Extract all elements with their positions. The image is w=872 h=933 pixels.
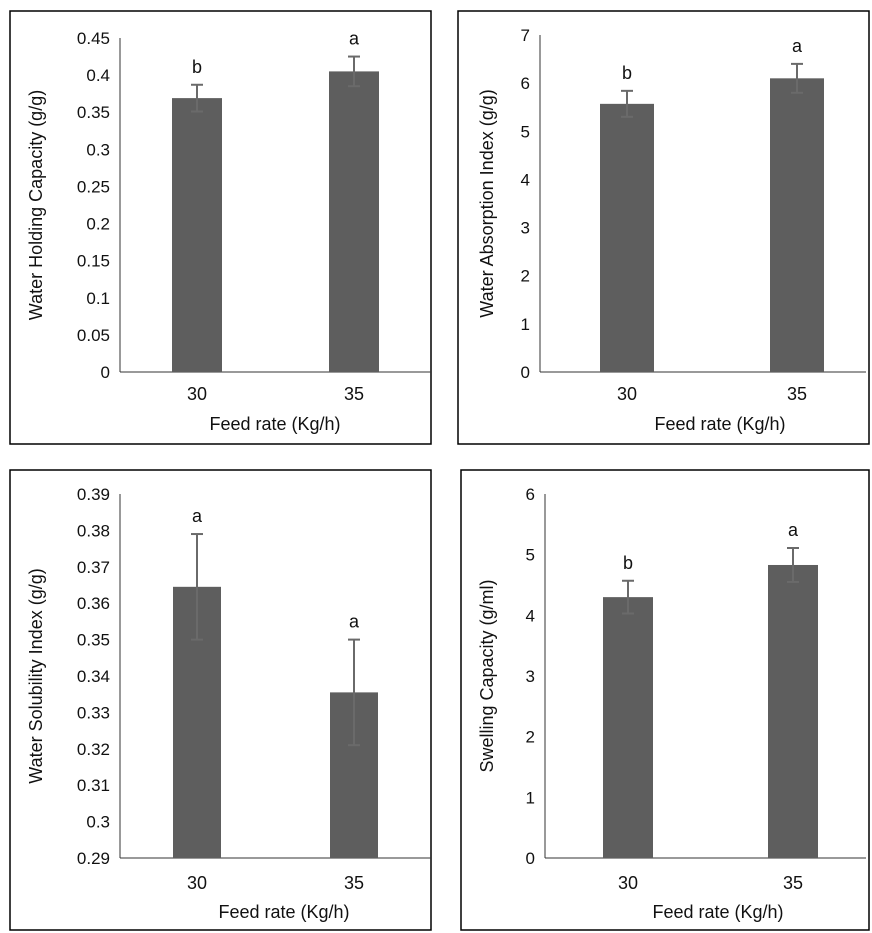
y-tick-label: 0: [521, 363, 530, 382]
panel-border: [457, 10, 870, 445]
y-tick-label: 6: [526, 485, 535, 504]
significance-letter: a: [192, 506, 203, 526]
y-tick-label: 0.15: [77, 252, 110, 271]
x-axis-label: Feed rate (Kg/h): [652, 902, 783, 922]
panel-border: [460, 469, 870, 931]
significance-letter: b: [622, 63, 632, 83]
y-tick-label: 4: [526, 606, 535, 625]
y-tick-label: 3: [521, 219, 530, 238]
x-axis-label: Feed rate (Kg/h): [654, 414, 785, 434]
y-tick-label: 1: [526, 788, 535, 807]
y-tick-label: 0.39: [77, 485, 110, 504]
y-tick-label: 0.05: [77, 326, 110, 345]
significance-letter: b: [623, 553, 633, 573]
y-tick-label: 0.35: [77, 103, 110, 122]
y-tick-label: 0: [101, 363, 110, 382]
y-tick-label: 4: [521, 170, 530, 189]
bar-30: [603, 597, 653, 858]
panel-water-solubility-index: 0.29 0.3 0.31 0.32 0.33 0.34 0.35 0.36 0.37 0.38 0…: [9, 469, 432, 931]
y-tick-label: 6: [521, 74, 530, 93]
y-tick-label: 5: [521, 122, 530, 141]
y-tick-label: 0.34: [77, 667, 110, 686]
panel-water-holding-capacity: 0 0.05 0.1 0.15 0.2 0.25 0.3 0.35 0.4 0.45 Water H…: [9, 10, 432, 445]
y-tick-label: 0.45: [77, 29, 110, 48]
y-tick-label: 7: [521, 26, 530, 45]
significance-letter: a: [788, 520, 799, 540]
y-axis-label: Water Absorption Index (g/g): [477, 89, 497, 317]
y-tick-label: 0.36: [77, 594, 110, 613]
y-tick-label: 2: [521, 267, 530, 286]
y-tick-label: 1: [521, 315, 530, 334]
x-tick-label: 35: [344, 384, 364, 404]
panel-border: [9, 469, 432, 931]
y-tick-label: 0.25: [77, 177, 110, 196]
significance-letter: a: [792, 36, 803, 56]
y-axis-label: Swelling Capacity (g/ml): [477, 579, 497, 772]
y-tick-label: 2: [526, 728, 535, 747]
bar-30: [172, 98, 222, 373]
y-tick-label: 0.4: [86, 66, 110, 85]
x-tick-label: 35: [783, 873, 803, 893]
panel-border: [9, 10, 432, 445]
y-tick-label: 0.29: [77, 849, 110, 868]
y-tick-label: 3: [526, 667, 535, 686]
bar-35: [770, 78, 824, 372]
x-tick-label: 30: [187, 384, 207, 404]
y-tick-label: 0.33: [77, 703, 110, 722]
x-tick-label: 30: [618, 873, 638, 893]
y-axis-label: Water Holding Capacity (g/g): [26, 90, 46, 320]
y-tick-label: 5: [526, 546, 535, 565]
x-tick-label: 30: [187, 873, 207, 893]
y-tick-label: 0.1: [86, 289, 110, 308]
x-axis-label: Feed rate (Kg/h): [218, 902, 349, 922]
y-tick-label: 0.31: [77, 776, 110, 795]
bar-30: [600, 103, 654, 372]
x-axis-label: Feed rate (Kg/h): [209, 414, 340, 434]
y-tick-label: 0.32: [77, 740, 110, 759]
y-tick-label: 0.3: [86, 813, 110, 832]
x-tick-label: 30: [617, 384, 637, 404]
y-tick-label: 0.3: [86, 140, 110, 159]
significance-letter: b: [192, 57, 202, 77]
significance-letter: a: [349, 29, 360, 49]
y-tick-label: 0.37: [77, 558, 110, 577]
y-axis-label: Water Solubility Index (g/g): [26, 568, 46, 783]
y-tick-label: 0.2: [86, 215, 110, 234]
y-tick-label: 0: [526, 849, 535, 868]
panel-swelling-capacity: 0 1 2 3 4 5 6 Swelling Capacity (g/ml) b 30 a 35Fee…: [460, 469, 870, 931]
bar-35: [329, 71, 379, 373]
y-tick-label: 0.35: [77, 631, 110, 650]
y-tick-label: 0.38: [77, 521, 110, 540]
x-tick-label: 35: [344, 873, 364, 893]
bar-35: [768, 564, 818, 858]
x-tick-label: 35: [787, 384, 807, 404]
panel-water-absorption-index: 0 1 2 3 4 5 6 7 Water Absorption Index (g/g) b 30 a…: [457, 10, 870, 445]
significance-letter: a: [349, 612, 360, 632]
